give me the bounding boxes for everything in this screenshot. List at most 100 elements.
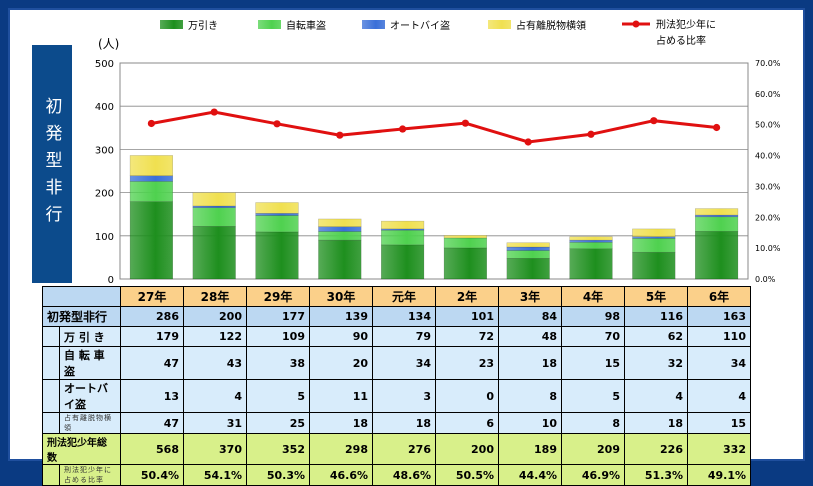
stacked-bar-line-chart: 0 100 200 300 400 500 (人) 0.0% 10.0% 20.0% 30.0% 40…: [95, 18, 781, 286]
bar-占有離脱物横領: [255, 202, 299, 214]
table-cell: 84: [498, 306, 562, 327]
table-cell: 34: [687, 346, 751, 380]
y-tick-label: 200: [95, 189, 114, 200]
bar-占有離脱物横領: [569, 236, 613, 241]
legend-line-marker: [632, 20, 640, 28]
rate-point: [147, 119, 155, 128]
table-cell: 72: [435, 326, 499, 347]
year-header: 3年: [498, 286, 562, 307]
rate-point: [210, 108, 218, 116]
rate-line: [151, 110, 717, 144]
bar-自転車盗: [192, 207, 236, 227]
bar-オートバイ盗: [569, 239, 613, 243]
bar-占有離脱物横領: [129, 155, 174, 177]
bar-占有離脱物横領: [380, 220, 425, 230]
bar-オートバイ盗: [632, 236, 676, 239]
year-header: 5年: [624, 286, 688, 307]
table-cell: 4: [624, 379, 688, 413]
table-cell: 209: [561, 433, 625, 465]
table-cell: 70: [561, 326, 625, 347]
rate-point: [399, 125, 407, 133]
table-cell: 8: [498, 379, 562, 413]
table-rate-row: 刑法犯少年に占める比率 50.4% 54.1% 50.3% 46.6% 48.6% 50.5…: [42, 464, 751, 486]
legend-swatch: [160, 20, 183, 29]
table-cell: 38: [246, 346, 310, 380]
table-cell: 46.9%: [561, 464, 625, 486]
bar-占有離脱物横領: [443, 235, 488, 239]
legend: 万引き 自転車盗 オートバイ盗 占有離脱物横領 刑法犯少年に占める比率: [160, 18, 716, 47]
side-title-panel: 初発型非行: [32, 45, 72, 283]
table-cell: 47: [120, 412, 184, 434]
bar-万引き: [255, 231, 299, 280]
y2-tick-label: 20.0%: [755, 213, 781, 222]
year-header: 4年: [561, 286, 625, 307]
table-cell: 32: [624, 346, 688, 380]
table-cell: 5: [561, 379, 625, 413]
table-cell: 10: [498, 412, 562, 434]
bar-万引き: [129, 201, 174, 280]
y-axis-label: (人): [98, 37, 119, 51]
bar-万引き: [632, 251, 676, 280]
table-cell: 50.5%: [435, 464, 499, 486]
bar-自転車盗: [255, 215, 299, 233]
table-cell: 48: [498, 326, 562, 347]
bar-自転車盗: [694, 216, 739, 232]
row-label: 自 転 車 盗: [59, 346, 121, 380]
table-cell: 98: [561, 306, 625, 327]
table-cell: 44.4%: [498, 464, 562, 486]
y2-tick-label: 30.0%: [755, 182, 781, 191]
table-cell: 352: [246, 433, 310, 465]
bar-占有離脱物横領: [506, 242, 550, 248]
bar-占有離脱物横領: [694, 208, 739, 216]
bar-オートバイ盗: [694, 214, 739, 218]
table-cell: 18: [624, 412, 688, 434]
table-cell: 5: [246, 379, 310, 413]
bar-占有離脱物横領: [192, 192, 236, 207]
legend-label: 万引き: [188, 20, 218, 32]
table-cell: 134: [372, 306, 436, 327]
row-indent: [42, 412, 60, 434]
table-cell: 200: [183, 306, 247, 327]
table-cell: 116: [624, 306, 688, 327]
table-cell: 101: [435, 306, 499, 327]
table-cell: 4: [687, 379, 751, 413]
rate-point: [461, 119, 469, 127]
table-cell: 4: [183, 379, 247, 413]
row-indent: [42, 346, 60, 380]
bar-series: [129, 155, 739, 280]
table-cell: 6: [435, 412, 499, 434]
bar-自転車盗: [380, 229, 425, 246]
table-cell: 189: [498, 433, 562, 465]
rate-point: [713, 123, 721, 132]
table-cell: 62: [624, 326, 688, 347]
legend-line-label: 刑法犯少年に: [656, 18, 716, 31]
bar-自転車盗: [569, 242, 613, 250]
y2-tick-label: 70.0%: [755, 59, 781, 68]
table-cell: 79: [372, 326, 436, 347]
table-cell: 47: [120, 346, 184, 380]
year-header: 28年: [183, 286, 247, 307]
rate-point: [336, 131, 344, 139]
year-header: 2年: [435, 286, 499, 307]
table-cell: 15: [687, 412, 751, 434]
y-tick-label: 0: [108, 275, 114, 286]
legend-label: 占有離脱物横領: [516, 19, 586, 32]
table-cell: 25: [246, 412, 310, 434]
data-table: 27年 28年 29年 30年 元年 2年 3年 4年 5年 6年 初発型非行 286 200 177 13…: [42, 286, 751, 486]
bar-オートバイ盗: [255, 213, 299, 216]
legend-label: 自転車盗: [286, 19, 326, 32]
bar-オートバイ盗: [506, 246, 550, 251]
legend-swatch: [362, 20, 385, 29]
year-header: 29年: [246, 286, 310, 307]
table-row: オートバイ盗 13 4 5 11 3 0 8 5 4 4: [42, 379, 751, 413]
bar-万引き: [443, 247, 488, 280]
bar-万引き: [694, 231, 739, 280]
bar-占有離脱物横領: [318, 218, 362, 227]
table-cell: 332: [687, 433, 751, 465]
bar-オートバイ盗: [318, 226, 362, 232]
year-header: 30年: [309, 286, 373, 307]
table-cell: 276: [372, 433, 436, 465]
legend-swatch: [258, 20, 281, 29]
y2-tick-label: 0.0%: [755, 275, 776, 284]
table-cell: 177: [246, 306, 310, 327]
